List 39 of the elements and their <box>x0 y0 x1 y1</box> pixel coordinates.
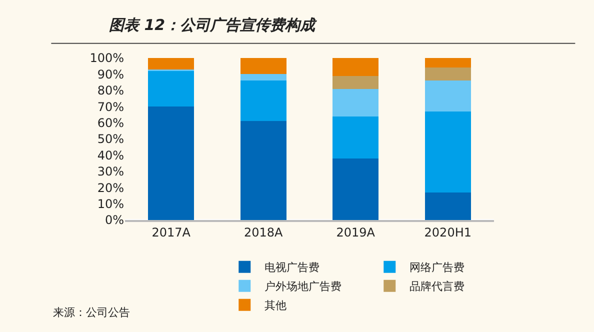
bar <box>148 58 194 70</box>
x-tick-label: 2017A <box>152 225 192 240</box>
bar <box>424 192 471 220</box>
y-tick-label: 90% <box>97 67 124 82</box>
bar <box>332 116 379 158</box>
source-note: 来源：公司公告 <box>53 306 130 319</box>
bar <box>332 58 379 76</box>
bar <box>240 58 286 74</box>
bar <box>424 68 471 81</box>
bar <box>424 111 471 192</box>
legend-label: 网络广告费 <box>410 261 465 274</box>
bar <box>424 58 471 68</box>
y-tick-label: 60% <box>97 116 124 130</box>
legend-label: 户外场地广告费 <box>264 280 342 294</box>
y-tick-label: 50% <box>97 132 124 146</box>
y-tick-label: 30% <box>97 164 124 179</box>
y-tick-label: 40% <box>97 148 124 162</box>
x-tick-label: 2018A <box>244 225 284 240</box>
x-tick-label: 2020H1 <box>424 225 472 240</box>
bar <box>332 158 379 220</box>
bar <box>148 106 194 220</box>
bar <box>332 88 379 116</box>
y-tick-label: 100% <box>90 51 124 66</box>
legend-label: 其他 <box>264 299 287 312</box>
y-tick-label: 10% <box>97 197 124 211</box>
bar <box>240 74 286 81</box>
bar <box>240 121 286 220</box>
bar <box>424 80 471 112</box>
legend-label: 电视广告费 <box>264 261 320 274</box>
y-tick-label: 70% <box>97 100 124 114</box>
y-tick-label: 0% <box>104 213 124 228</box>
bar <box>148 70 194 107</box>
y-tick-label: 80% <box>97 84 124 98</box>
bar <box>332 76 379 89</box>
legend-label: 品牌代言费 <box>410 280 465 294</box>
chart-title: 图表 12：公司广告宣传费构成 <box>109 16 318 34</box>
bar <box>240 80 286 122</box>
y-tick-label: 20% <box>97 180 124 195</box>
x-tick-label: 2019A <box>336 225 376 240</box>
